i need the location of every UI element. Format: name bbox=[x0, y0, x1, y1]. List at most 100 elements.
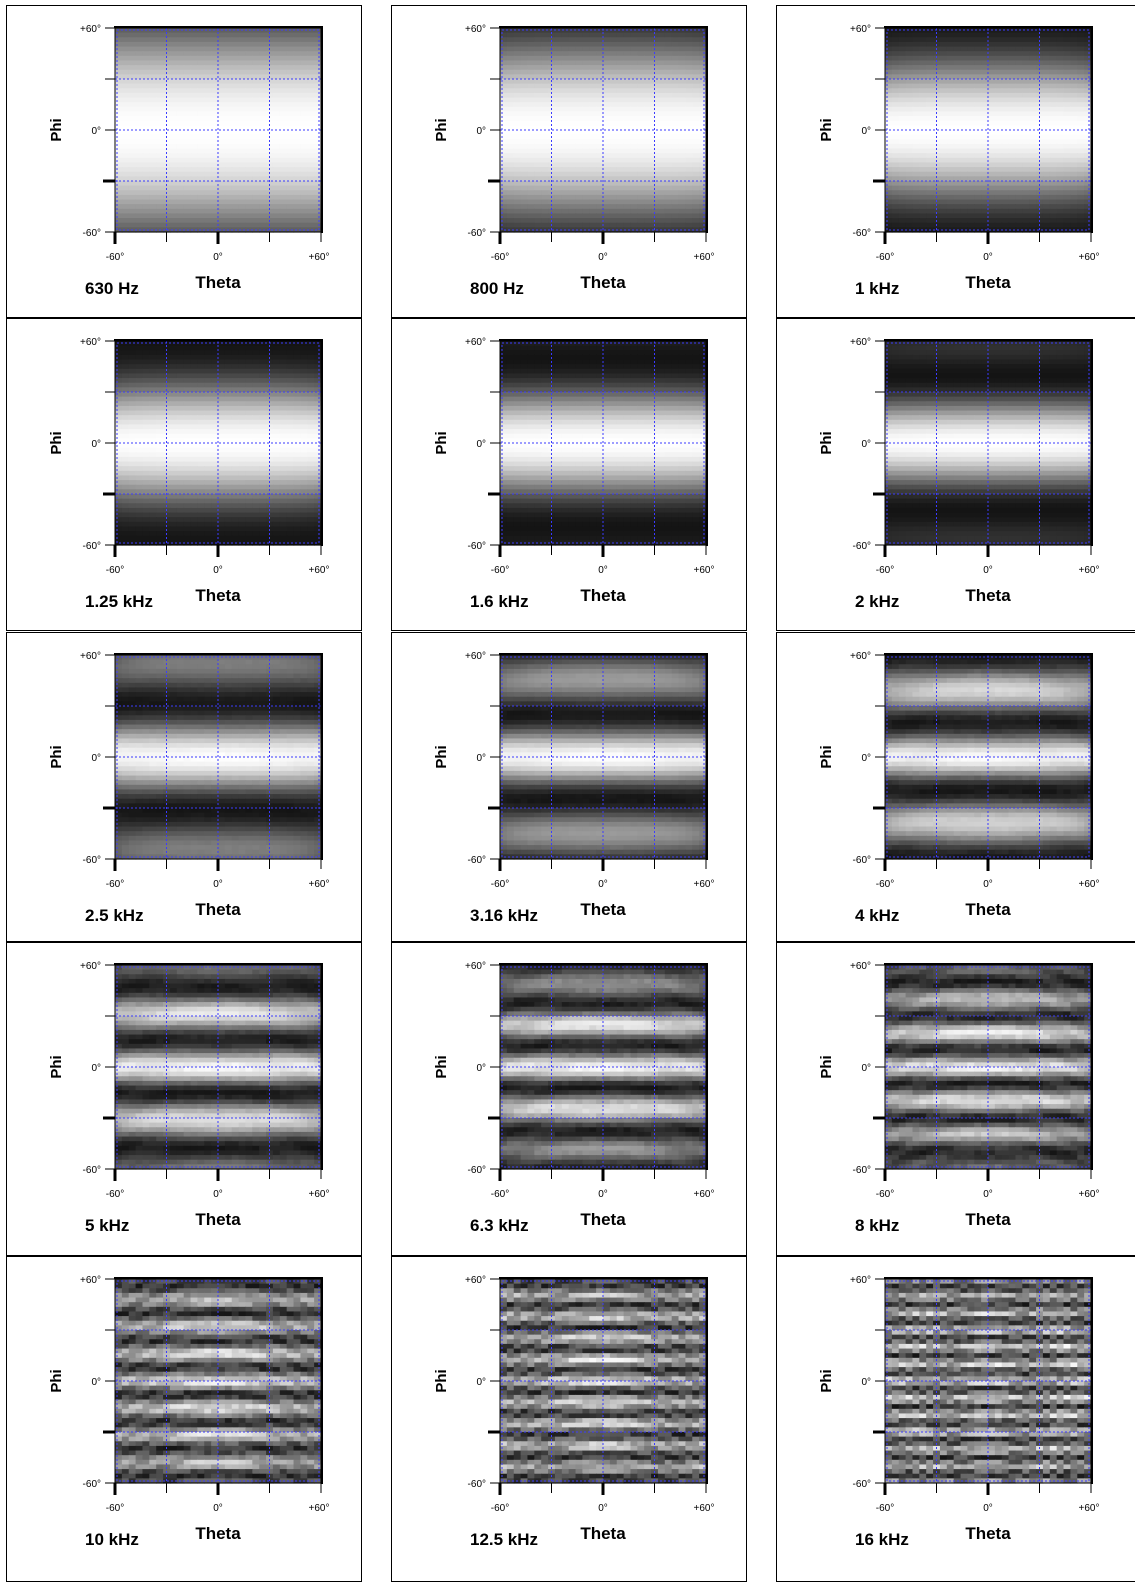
heatmap-cell bbox=[1050, 200, 1057, 205]
heatmap-cell bbox=[273, 28, 280, 33]
heatmap-cell bbox=[259, 373, 266, 378]
heatmap-cell bbox=[245, 411, 252, 416]
heatmap-cell bbox=[204, 88, 211, 93]
heatmap-cell bbox=[527, 51, 534, 56]
heatmap-cell bbox=[947, 213, 954, 218]
heatmap-cell bbox=[1015, 181, 1022, 186]
heatmap-cell bbox=[225, 424, 232, 429]
heatmap-cell bbox=[294, 144, 301, 149]
heatmap-cell bbox=[521, 204, 528, 209]
heatmap-cell bbox=[967, 116, 974, 121]
heatmap-cell bbox=[259, 218, 266, 223]
heatmap-cell bbox=[300, 107, 307, 112]
heatmap-cell bbox=[624, 223, 631, 228]
heatmap-cell bbox=[115, 130, 122, 135]
heatmap-cell bbox=[191, 144, 198, 149]
heatmap-cell bbox=[514, 153, 521, 158]
heatmap-cell bbox=[912, 121, 919, 126]
heatmap-cell bbox=[1070, 149, 1077, 154]
heatmap-cell bbox=[919, 172, 926, 177]
heatmap-cell bbox=[961, 98, 968, 103]
heatmap-cell bbox=[1043, 121, 1050, 126]
heatmap-cell bbox=[1050, 195, 1057, 200]
heatmap-cell bbox=[1022, 60, 1029, 65]
heatmap-cell bbox=[582, 98, 589, 103]
heatmap-cell bbox=[658, 181, 665, 186]
heatmap-cell bbox=[940, 70, 947, 75]
heatmap-cell bbox=[1077, 190, 1084, 195]
heatmap-cell bbox=[294, 364, 301, 369]
heatmap-cell bbox=[149, 84, 156, 89]
heatmap-cell bbox=[988, 84, 995, 89]
heatmap-cell bbox=[280, 162, 287, 167]
heatmap-cell bbox=[245, 392, 252, 397]
heatmap-cell bbox=[658, 204, 665, 209]
heatmap-cell bbox=[218, 102, 225, 107]
heatmap-cell bbox=[149, 218, 156, 223]
heatmap-cell bbox=[1015, 195, 1022, 200]
heatmap-cell bbox=[204, 204, 211, 209]
heatmap-cell bbox=[211, 360, 218, 365]
heatmap-cell bbox=[906, 218, 913, 223]
heatmap-cell bbox=[1050, 218, 1057, 223]
heatmap-cell bbox=[149, 480, 156, 485]
heatmap-cell bbox=[115, 172, 122, 177]
heatmap-cell bbox=[685, 111, 692, 116]
heatmap-cell bbox=[514, 130, 521, 135]
heatmap-cell bbox=[259, 452, 266, 457]
heatmap-cell bbox=[885, 209, 892, 214]
heatmap-cell bbox=[947, 84, 954, 89]
heatmap-cell bbox=[967, 158, 974, 163]
heatmap-cell bbox=[679, 139, 686, 144]
heatmap-cell bbox=[129, 186, 136, 191]
heatmap-cell bbox=[562, 70, 569, 75]
heatmap-cell bbox=[204, 346, 211, 351]
heatmap-cell bbox=[947, 51, 954, 56]
heatmap-cell bbox=[534, 116, 541, 121]
heatmap-cell bbox=[988, 51, 995, 56]
heatmap-cell bbox=[892, 158, 899, 163]
heatmap-cell bbox=[679, 65, 686, 70]
heatmap-cell bbox=[919, 84, 926, 89]
heatmap-cell bbox=[218, 98, 225, 103]
heatmap-cell bbox=[225, 37, 232, 42]
heatmap-cell bbox=[115, 162, 122, 167]
heatmap-cell bbox=[252, 373, 259, 378]
heatmap-cell bbox=[129, 406, 136, 411]
heatmap-cell bbox=[307, 200, 314, 205]
heatmap-cell bbox=[136, 350, 143, 355]
heatmap-cell bbox=[685, 70, 692, 75]
heatmap-cell bbox=[136, 186, 143, 191]
heatmap-cell bbox=[197, 149, 204, 154]
heatmap-cell bbox=[149, 475, 156, 480]
heatmap-cell bbox=[245, 190, 252, 195]
heatmap-cell bbox=[947, 116, 954, 121]
heatmap-cell bbox=[507, 37, 514, 42]
heatmap-cell bbox=[280, 116, 287, 121]
heatmap-cell bbox=[204, 93, 211, 98]
heatmap-cell bbox=[541, 149, 548, 154]
heatmap-cell bbox=[191, 195, 198, 200]
heatmap-cell bbox=[191, 443, 198, 448]
heatmap-cell bbox=[1015, 172, 1022, 177]
heatmap-cell bbox=[211, 415, 218, 420]
heatmap-cell bbox=[115, 218, 122, 223]
heatmap-cell bbox=[314, 33, 321, 38]
heatmap-cell bbox=[672, 111, 679, 116]
heatmap-cell bbox=[995, 28, 1002, 33]
heatmap-cell bbox=[211, 135, 218, 140]
heatmap-cell bbox=[294, 462, 301, 467]
heatmap-cell bbox=[294, 424, 301, 429]
heatmap-cell bbox=[115, 93, 122, 98]
heatmap-cell bbox=[218, 401, 225, 406]
heatmap-cell bbox=[129, 466, 136, 471]
heatmap-cell bbox=[142, 360, 149, 365]
heatmap-cell bbox=[245, 130, 252, 135]
heatmap-cell bbox=[170, 392, 177, 397]
heatmap-cell bbox=[637, 149, 644, 154]
heatmap-cell bbox=[239, 341, 246, 346]
heatmap-cell bbox=[961, 102, 968, 107]
heatmap-cell bbox=[314, 401, 321, 406]
heatmap-cell bbox=[273, 401, 280, 406]
heatmap-cell bbox=[1064, 213, 1071, 218]
